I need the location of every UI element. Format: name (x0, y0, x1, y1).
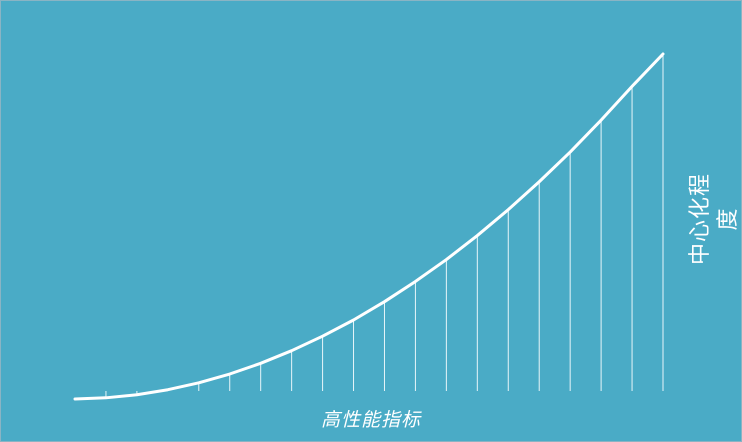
drop-lines (105, 54, 664, 398)
series-line (73, 52, 665, 401)
y-axis-label: 中心化程度 (688, 173, 741, 266)
x-axis-label: 高性能指标 (320, 409, 421, 431)
